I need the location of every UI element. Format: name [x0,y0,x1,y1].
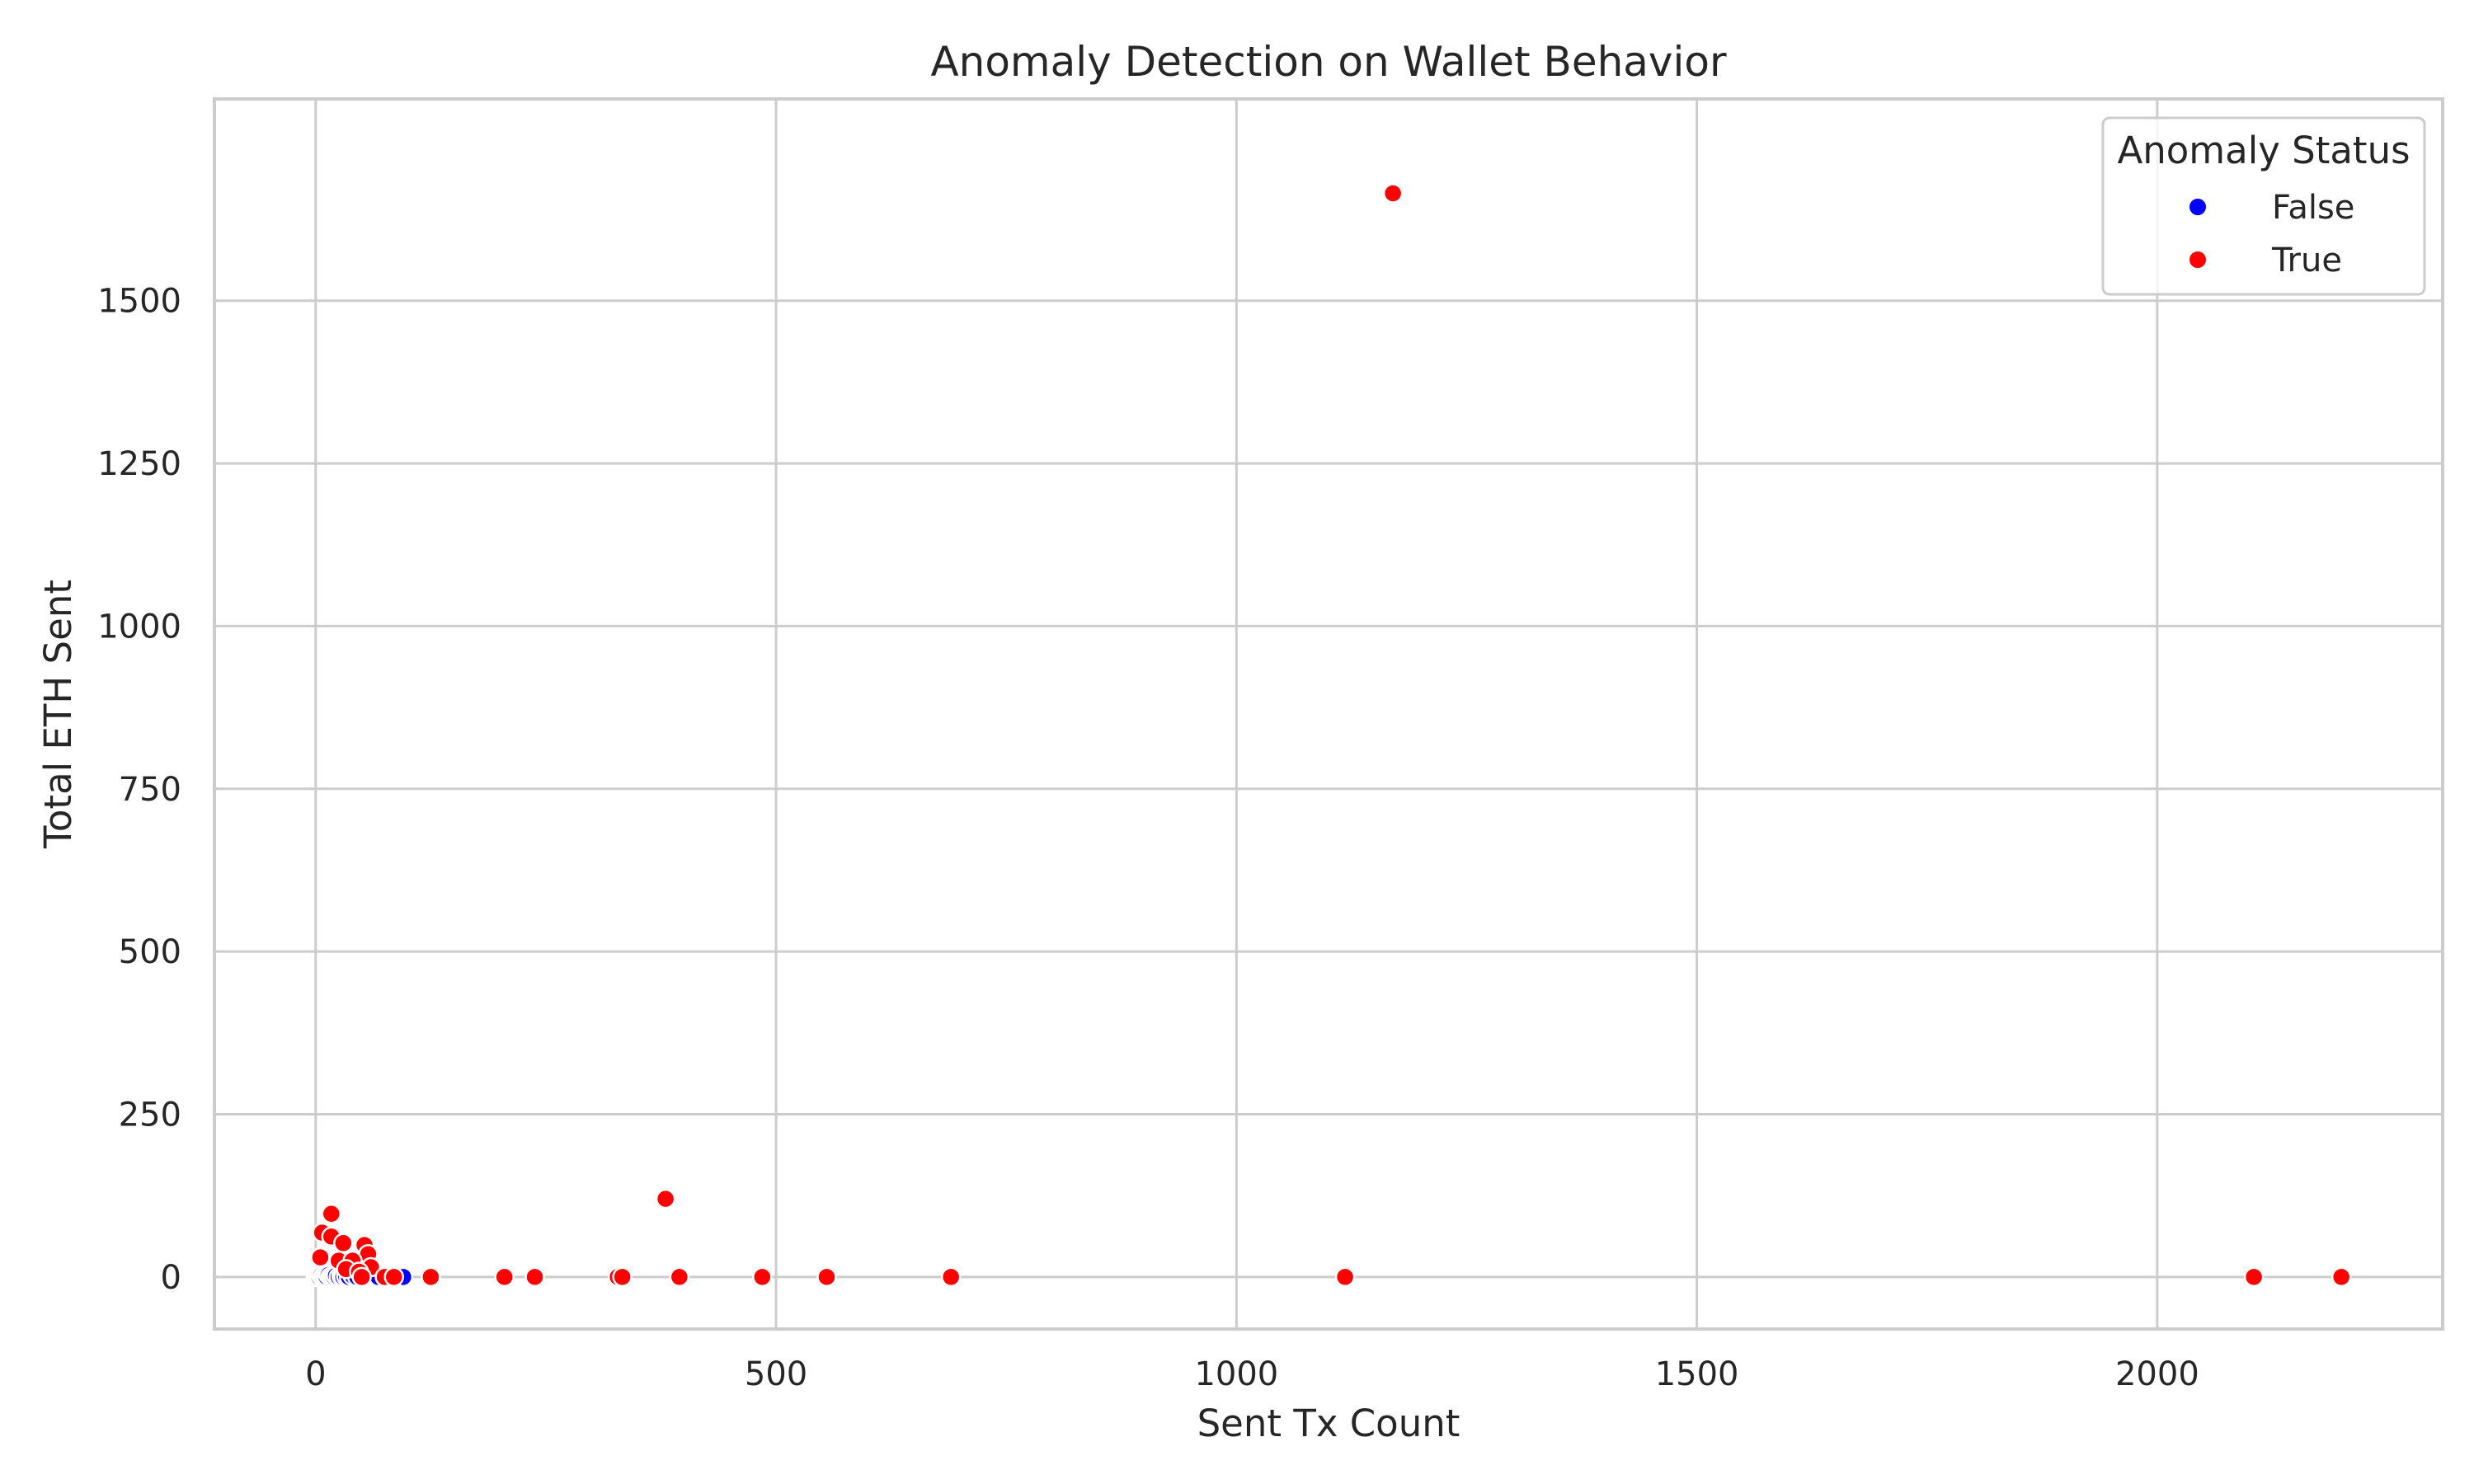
point-true [752,1266,773,1288]
point-true [655,1188,676,1209]
y-tick-label: 250 [119,1096,181,1134]
point-true [612,1266,633,1288]
plot-area [213,97,2444,1331]
legend-title: Anomaly Status [2117,129,2410,172]
x-axis-title: Sent Tx Count [1197,1402,1460,1445]
point-true [310,1247,331,1268]
x-tick-label: 500 [745,1355,807,1393]
grid-lines [214,99,2443,1329]
legend-marker-true [2188,250,2208,270]
y-axis-title: Total ETH Sent [36,580,80,849]
x-tick-label: 1000 [1194,1355,1278,1393]
x-tick-label: 1500 [1655,1355,1739,1393]
point-true [1382,183,1404,204]
axes-frame [213,97,2444,1331]
point-true [2243,1266,2265,1288]
point-true [940,1266,962,1288]
point-true [816,1266,837,1288]
y-tick-label: 500 [119,933,181,971]
x-tick-label: 2000 [2115,1355,2199,1393]
point-true [421,1266,441,1288]
x-axis-ticks: 0 500 1000 1500 2000 [305,1355,2199,1393]
point-true [383,1266,404,1288]
y-tick-label: 1250 [97,445,181,483]
x-tick-label: 0 [305,1355,326,1393]
legend-marker-false [2188,197,2208,217]
y-tick-label: 1000 [97,608,181,646]
legend-label-true: True [2271,242,2342,279]
legend-entries: False True [2188,189,2354,279]
point-true [669,1266,690,1288]
point-true [1334,1266,1356,1288]
point-true [2331,1266,2352,1288]
legend-label-false: False [2272,189,2354,227]
point-true [524,1266,545,1288]
y-tick-label: 1500 [97,283,181,321]
point-true [351,1266,372,1288]
point-true [321,1204,342,1224]
point-true [494,1266,515,1288]
y-tick-label: 0 [161,1259,181,1297]
y-axis-ticks: 0 250 500 750 1000 1250 1500 [97,283,181,1297]
chart-title: Anomaly Detection on Wallet Behavior [930,38,1727,86]
point-true [333,1233,354,1254]
legend-box [2101,116,2426,296]
data-points [305,183,2352,1288]
legend: Anomaly Status False True [2101,116,2426,296]
y-tick-label: 750 [119,771,181,809]
